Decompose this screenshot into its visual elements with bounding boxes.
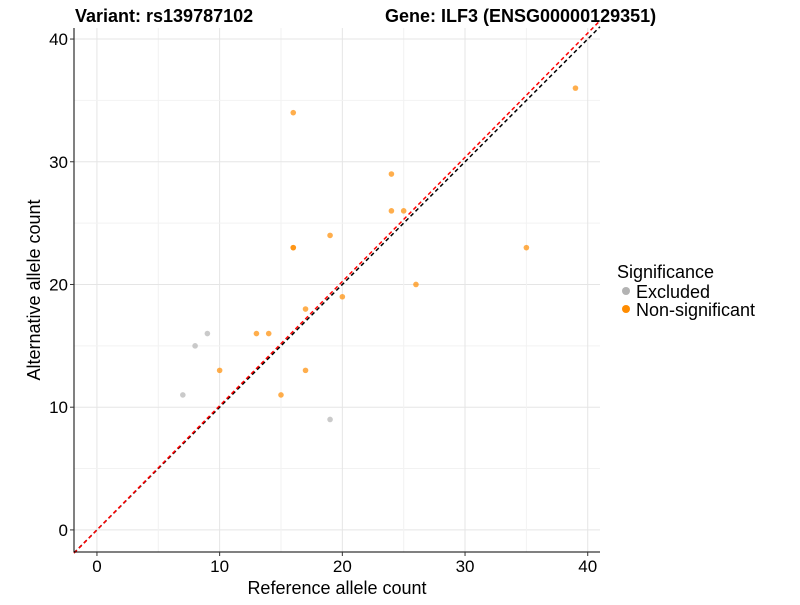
reference-line-identity — [73, 26, 601, 554]
data-point-excluded — [204, 330, 211, 337]
x-tick-label: 30 — [456, 557, 475, 576]
y-axis-label: Alternative allele count — [24, 199, 44, 380]
data-point-non-significant — [388, 171, 395, 177]
chart-title-gene: Gene: ILF3 (ENSG00000129351) — [385, 6, 656, 26]
data-point-non-significant — [523, 244, 530, 251]
data-point-excluded — [180, 392, 186, 398]
y-tick-label: 0 — [59, 521, 68, 540]
data-point-non-significant — [290, 244, 297, 251]
data-point-non-significant — [388, 208, 395, 214]
legend-title: Significance — [617, 262, 714, 282]
data-point-non-significant — [413, 281, 419, 288]
x-tick-label: 40 — [578, 557, 597, 576]
y-tick-label: 40 — [49, 30, 68, 49]
data-point-non-significant — [572, 85, 579, 91]
data-point-non-significant — [278, 392, 284, 398]
legend: Significance Excluded Non-significant — [617, 262, 755, 320]
data-point-non-significant — [302, 306, 309, 312]
data-point-non-significant — [290, 109, 297, 116]
x-tick-label: 20 — [333, 557, 352, 576]
data-point-excluded — [327, 416, 333, 423]
legend-key-excluded — [622, 287, 630, 295]
legend-label-excluded: Excluded — [636, 282, 710, 302]
chart-title-variant: Variant: rs139787102 — [75, 6, 253, 26]
data-point-non-significant — [327, 232, 333, 239]
data-point-non-significant — [265, 330, 272, 337]
data-point-non-significant — [216, 367, 223, 374]
legend-label-non-significant: Non-significant — [636, 300, 755, 320]
y-tick-label: 20 — [49, 275, 68, 294]
reference-line-fit — [73, 20, 601, 554]
x-tick-label: 0 — [92, 557, 101, 576]
data-point-non-significant — [302, 367, 309, 374]
data-point-non-significant — [253, 330, 260, 337]
data-point-non-significant — [400, 208, 407, 214]
y-tick-label: 30 — [49, 153, 68, 172]
data-point-excluded — [192, 343, 198, 349]
x-tick-label: 10 — [210, 557, 229, 576]
x-axis-label: Reference allele count — [247, 578, 426, 598]
y-tick-label: 10 — [49, 398, 68, 417]
data-point-non-significant — [339, 293, 346, 300]
legend-key-non-significant — [622, 305, 630, 313]
